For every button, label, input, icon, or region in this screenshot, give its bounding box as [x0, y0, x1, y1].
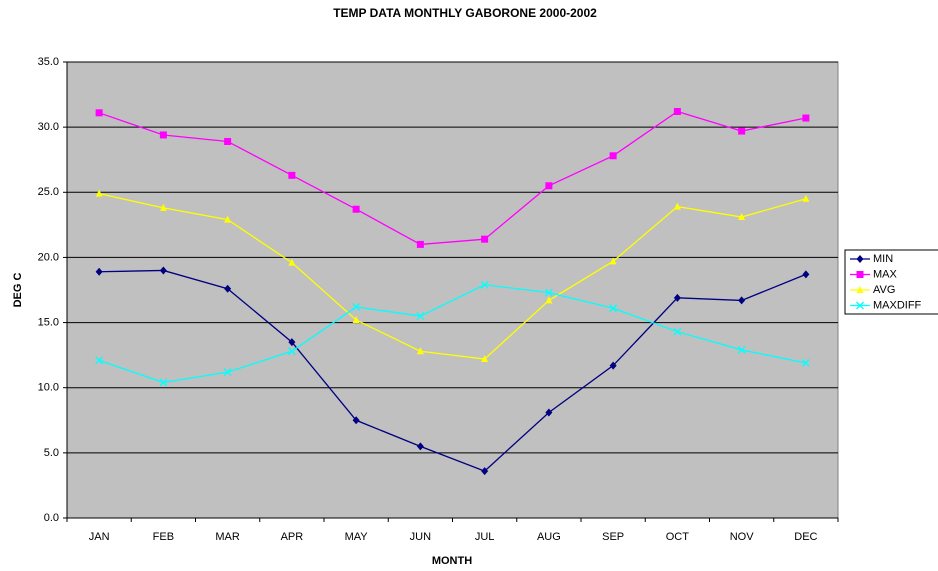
- data-point: [416, 347, 424, 355]
- y-axis-label: DEG C: [12, 273, 24, 308]
- data-point: [609, 361, 617, 370]
- data-point: [288, 171, 296, 179]
- data-point: [352, 315, 360, 323]
- legend-label: MAXDIFF: [873, 299, 922, 311]
- x-axis-label: MONTH: [432, 555, 472, 567]
- data-point: [481, 467, 489, 476]
- legend-marker: [856, 286, 864, 293]
- data-point: [159, 266, 167, 275]
- data-point: [609, 304, 618, 313]
- x-tick-label: OCT: [666, 531, 690, 543]
- y-tick-label: 30.0: [38, 121, 59, 133]
- plot-area: [66, 61, 839, 519]
- data-point: [545, 182, 553, 190]
- data-point: [224, 215, 232, 223]
- data-point: [802, 194, 810, 202]
- data-point: [288, 258, 296, 266]
- y-tick-label: 10.0: [38, 382, 59, 394]
- x-tick-label: NOV: [730, 531, 755, 543]
- data-point: [544, 288, 553, 297]
- data-point: [288, 338, 296, 347]
- data-point: [802, 114, 810, 122]
- x-tick-label: JUN: [410, 531, 431, 543]
- data-point: [545, 408, 553, 417]
- data-point: [609, 152, 617, 160]
- series-line: [98, 110, 807, 246]
- data-point: [801, 359, 810, 367]
- legend-marker: [856, 301, 864, 310]
- x-tick-label: AUG: [537, 531, 561, 543]
- x-tick-label: JUL: [475, 531, 495, 543]
- data-point: [224, 137, 232, 145]
- data-point: [737, 345, 746, 354]
- y-tick-label: 20.0: [38, 251, 59, 263]
- data-point: [673, 202, 681, 210]
- data-point: [352, 205, 360, 213]
- data-point: [287, 347, 296, 356]
- data-point: [95, 109, 103, 117]
- legend-marker: [856, 255, 864, 263]
- x-tick-label: MAR: [215, 531, 240, 543]
- data-point: [95, 267, 103, 276]
- data-point: [223, 368, 232, 377]
- data-point: [159, 378, 168, 387]
- x-tick-label: JAN: [89, 531, 110, 543]
- data-point: [159, 131, 167, 139]
- data-point: [673, 108, 681, 116]
- data-point: [480, 280, 489, 289]
- data-point: [352, 416, 360, 425]
- x-tick-label: MAY: [345, 531, 369, 543]
- data-point: [352, 302, 361, 311]
- x-tick-label: DEC: [794, 531, 817, 543]
- x-tick-label: SEP: [602, 531, 624, 543]
- y-tick-label: 5.0: [44, 447, 59, 459]
- data-point: [95, 189, 103, 197]
- data-point: [738, 213, 746, 221]
- data-point: [416, 240, 424, 248]
- data-point: [159, 203, 167, 211]
- data-point: [481, 355, 489, 363]
- y-tick-label: 25.0: [38, 186, 59, 198]
- data-point: [545, 296, 553, 304]
- data-point: [738, 296, 746, 305]
- legend-label: MAX: [873, 268, 898, 280]
- legend-label: MIN: [873, 253, 893, 265]
- data-point: [224, 284, 232, 293]
- x-tick-label: APR: [281, 531, 304, 543]
- data-point: [738, 127, 746, 135]
- chart-title: TEMP DATA MONTHLY GABORONE 2000-2002: [333, 6, 597, 20]
- data-point: [673, 327, 682, 336]
- series-line: [99, 269, 807, 472]
- series-line: [98, 192, 807, 360]
- series-line: [98, 284, 807, 384]
- data-point: [609, 257, 617, 265]
- data-point: [673, 293, 681, 302]
- data-point: [481, 235, 489, 243]
- data-point: [95, 356, 104, 365]
- x-tick-label: FEB: [153, 531, 174, 543]
- y-tick-label: 35.0: [38, 56, 59, 68]
- data-point: [802, 270, 810, 279]
- legend-label: AVG: [873, 284, 895, 296]
- data-point: [416, 442, 424, 451]
- y-tick-label: 0.0: [44, 512, 59, 524]
- legend-marker: [856, 271, 864, 278]
- data-point: [416, 312, 425, 321]
- y-tick-label: 15.0: [38, 316, 59, 328]
